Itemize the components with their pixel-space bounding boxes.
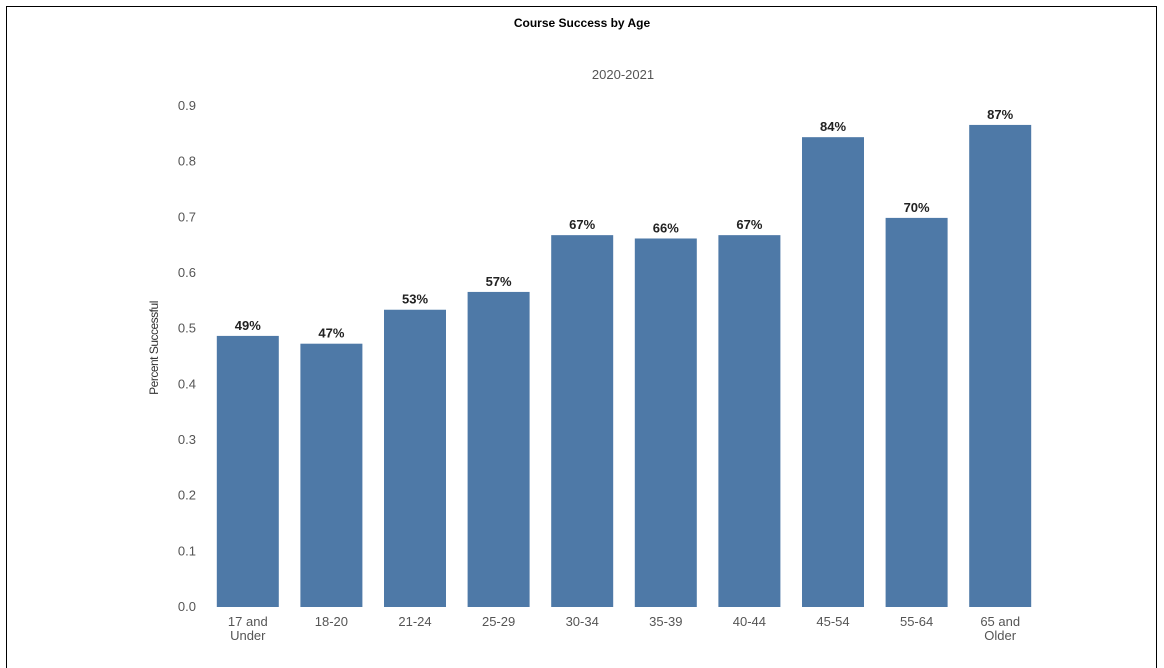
bar[interactable]	[216, 335, 279, 607]
y-tick-label: 0.7	[178, 209, 196, 224]
x-tick-label-line: 55-64	[900, 614, 933, 629]
x-tick-label: 40-44	[733, 614, 766, 629]
data-label: 70%	[904, 200, 930, 215]
data-label: 47%	[318, 326, 344, 341]
x-tick-label-line: 25-29	[482, 614, 515, 629]
x-axis: 17 and Under 18-20 21-24 25-29 30-34 35-39 40-4…	[228, 614, 1020, 643]
y-tick-label: 0.3	[178, 432, 196, 447]
bar[interactable]	[467, 291, 530, 607]
data-label: 53%	[402, 292, 428, 307]
x-tick-label: 25-29	[482, 614, 515, 629]
data-label: 66%	[653, 220, 679, 235]
x-tick-label: 45-54	[816, 614, 849, 629]
x-tick-label-line: 17 and	[228, 614, 268, 629]
x-tick-label: 17 and Under	[228, 614, 268, 643]
y-tick-label: 0.1	[178, 543, 196, 558]
y-axis-label: Percent Successful	[147, 301, 161, 395]
x-tick-label: 35-39	[649, 614, 682, 629]
x-tick-label-line: 45-54	[816, 614, 849, 629]
x-tick-label: 18-20	[315, 614, 348, 629]
chart-frame	[6, 6, 1157, 668]
x-tick-label-line: 21-24	[398, 614, 431, 629]
y-axis: 0.0 0.1 0.2 0.3 0.4 0.5 0.6 0.7 0.8 0.9	[178, 98, 196, 614]
bars-group: 49% 47% 53% 57% 67% 66% 67% 84% 70% 87%	[216, 107, 1032, 607]
chart-subtitle: 2020-2021	[592, 67, 654, 82]
x-tick-label: 30-34	[566, 614, 599, 629]
x-tick-label: 21-24	[398, 614, 431, 629]
y-tick-label: 0.5	[178, 321, 196, 336]
x-tick-label: 65 and Older	[980, 614, 1020, 643]
x-tick-label: 55-64	[900, 614, 933, 629]
data-label: 49%	[235, 318, 261, 333]
bar[interactable]	[551, 235, 614, 607]
data-label: 67%	[736, 217, 762, 232]
data-label: 57%	[486, 274, 512, 289]
x-tick-label-line: 40-44	[733, 614, 766, 629]
bar[interactable]	[384, 309, 446, 607]
data-label: 67%	[569, 217, 595, 232]
y-tick-label: 0.9	[178, 98, 196, 113]
x-tick-label-line: Older	[984, 628, 1016, 643]
bar[interactable]	[634, 238, 697, 607]
data-label: 84%	[820, 119, 846, 134]
y-tick-label: 0.4	[178, 376, 196, 391]
bar[interactable]	[802, 137, 864, 607]
y-tick-label: 0.2	[178, 488, 196, 503]
bar[interactable]	[969, 124, 1032, 607]
x-tick-label-line: 35-39	[649, 614, 682, 629]
bar[interactable]	[885, 217, 948, 607]
y-tick-label: 0.0	[178, 599, 196, 614]
x-tick-label-line: 18-20	[315, 614, 348, 629]
chart-title: Course Success by Age	[513, 16, 651, 30]
bar[interactable]	[718, 235, 781, 607]
x-tick-label-line: Under	[230, 628, 266, 643]
data-label: 87%	[987, 107, 1013, 122]
bar[interactable]	[300, 343, 363, 607]
x-tick-label-line: 30-34	[566, 614, 599, 629]
y-tick-label: 0.6	[178, 265, 196, 280]
x-tick-label-line: 65 and	[980, 614, 1020, 629]
y-tick-label: 0.8	[178, 154, 196, 169]
